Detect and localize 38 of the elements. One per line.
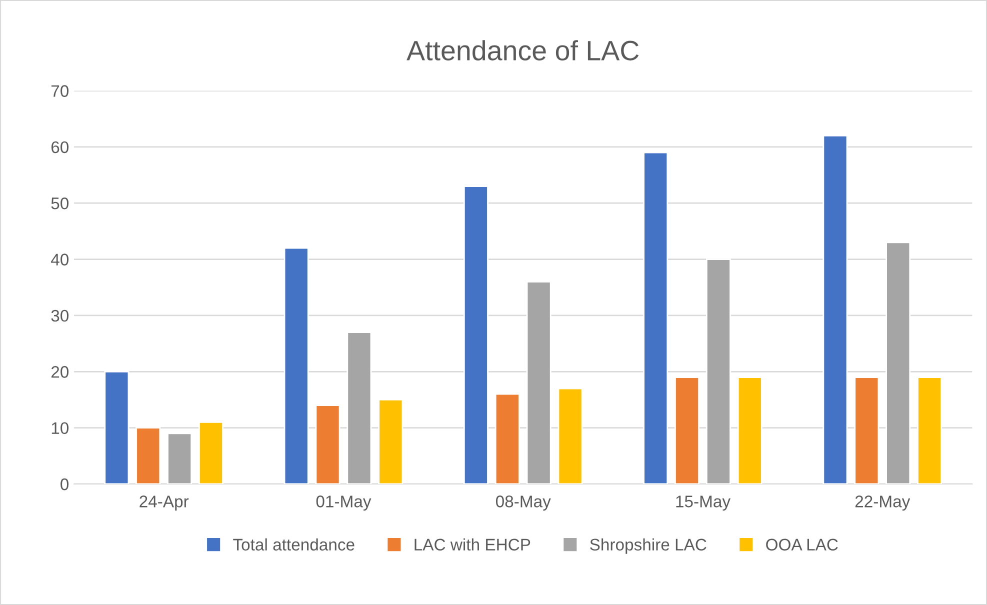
- bar: [378, 399, 404, 484]
- bar: [463, 186, 488, 484]
- bar: [917, 376, 942, 484]
- bar: [737, 376, 762, 484]
- x-tick-label: 08-May: [496, 496, 551, 511]
- y-tick-label: 70: [51, 85, 69, 97]
- y-tick-label: 50: [51, 198, 69, 210]
- x-tick-label: 01-May: [316, 496, 372, 511]
- x-tick-label: 15-May: [676, 496, 730, 511]
- y-tick-label: 30: [51, 310, 69, 322]
- bar: [526, 281, 552, 484]
- bar: [674, 376, 700, 484]
- bar: [346, 332, 372, 484]
- bar: [198, 422, 224, 484]
- legend-label: Shropshire LAC: [590, 538, 706, 554]
- legend-label: LAC with EHCP: [414, 538, 530, 551]
- x-tick-label: 24-Apr: [140, 496, 189, 511]
- bar: [822, 135, 848, 484]
- bar: [104, 370, 130, 484]
- y-tick-label: 0: [60, 478, 69, 490]
- legend-label: OOA LAC: [766, 538, 838, 551]
- bar: [558, 388, 583, 484]
- bar: [706, 258, 731, 484]
- y-tick-label: 20: [51, 366, 69, 378]
- y-tick-label: 60: [51, 141, 69, 154]
- legend-label: Total attendance: [233, 538, 354, 551]
- bar: [854, 376, 880, 484]
- x-tick-label: 22-May: [855, 496, 910, 511]
- bar: [284, 247, 309, 484]
- bar: [167, 432, 192, 484]
- bar: [886, 242, 911, 484]
- y-tick-label: 10: [52, 422, 69, 434]
- bar: [643, 152, 668, 484]
- bar: [136, 427, 161, 484]
- bar: [315, 404, 340, 484]
- chart-title: Attendance of LAC: [406, 40, 639, 60]
- bar: [494, 393, 520, 484]
- y-tick-label: 40: [51, 254, 69, 266]
